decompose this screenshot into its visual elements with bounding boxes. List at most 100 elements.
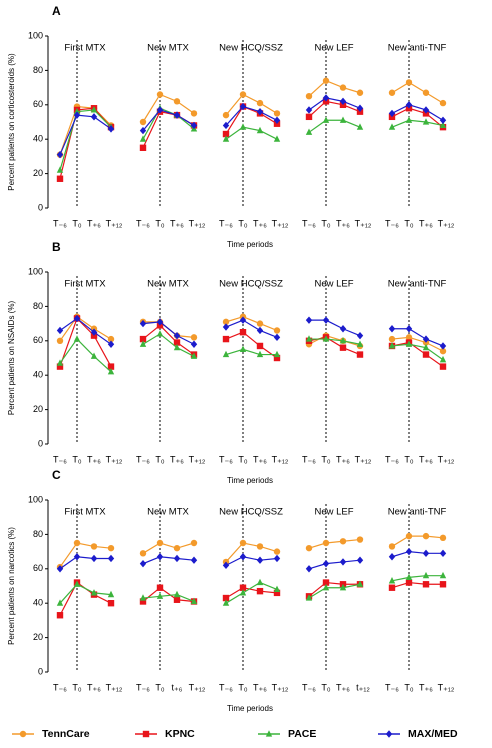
series-line (142, 593, 195, 603)
group-label: New HCQ/SSZ (219, 279, 283, 290)
marker (56, 150, 64, 159)
y-axis-label: Percent patients on narcotics (%) (7, 527, 16, 645)
series-line (59, 109, 112, 171)
marker (139, 594, 147, 601)
marker (256, 107, 264, 116)
x-tick-label: T₋₆ (136, 218, 150, 228)
series-line (308, 583, 361, 599)
group-label: New HCQ/SSZ (219, 507, 283, 518)
series-line (225, 316, 278, 332)
marker (107, 367, 115, 375)
marker (107, 600, 115, 607)
series-line (59, 583, 112, 604)
marker (439, 355, 447, 363)
marker (256, 587, 264, 595)
series-line (142, 321, 195, 345)
marker (239, 345, 247, 352)
x-tick-label: T₊₁₂ (106, 682, 123, 692)
marker (90, 543, 98, 550)
x-tick-label: T₀ (404, 218, 413, 228)
series-line (59, 114, 112, 155)
marker (90, 328, 98, 336)
marker (273, 585, 281, 593)
marker (305, 128, 313, 135)
marker (439, 534, 447, 542)
marker (156, 592, 164, 599)
marker (305, 544, 313, 552)
marker (305, 93, 313, 100)
marker (405, 547, 413, 556)
group-label: New HCQ/SSZ (219, 43, 283, 54)
x-tick-label: T₀ (238, 454, 247, 464)
panel-label: C (52, 468, 61, 482)
marker (90, 113, 98, 121)
y-tick-label: 0 (38, 202, 43, 212)
marker (388, 123, 396, 130)
legend-label: PACE (288, 728, 316, 740)
x-tick-label: T₀ (404, 682, 413, 692)
marker (356, 123, 364, 130)
marker (139, 559, 147, 568)
marker (256, 320, 264, 327)
marker (405, 116, 413, 123)
marker (56, 565, 64, 573)
marker (139, 340, 147, 347)
series-line (143, 321, 195, 338)
y-tick-label: 100 (28, 30, 43, 40)
marker (422, 581, 430, 588)
x-tick-label: T₋₆ (385, 218, 399, 228)
marker (388, 543, 396, 550)
series-line (225, 331, 278, 359)
series-line (391, 341, 444, 368)
group-label: New MTX (147, 279, 189, 290)
series-line (391, 107, 444, 128)
marker (422, 106, 430, 114)
marker (273, 354, 281, 362)
marker (339, 337, 347, 344)
marker (139, 335, 147, 343)
marker (73, 553, 81, 561)
y-tick-label: 80 (33, 301, 43, 311)
marker (439, 549, 447, 558)
group-label: New anti-TNF (388, 279, 447, 290)
group-label: New anti-TNF (388, 507, 447, 518)
group-label: First MTX (64, 507, 106, 518)
marker (273, 589, 281, 597)
marker (190, 539, 198, 547)
marker (142, 730, 150, 738)
x-tick-label: T₊₆ (336, 218, 350, 228)
marker (222, 318, 230, 326)
marker (305, 565, 313, 573)
x-tick-label: T₊₆ (253, 218, 267, 228)
series-line (225, 105, 278, 126)
y-tick-label: 60 (33, 99, 43, 109)
marker (388, 584, 396, 591)
x-tick-label: T₀ (321, 682, 330, 692)
series-line (225, 556, 278, 566)
x-tick-label: T₀ (72, 218, 81, 228)
x-tick-label: T₀ (155, 682, 164, 692)
marker (356, 536, 364, 543)
marker (322, 559, 330, 568)
marker (90, 554, 98, 563)
marker (273, 116, 281, 124)
x-tick-label: T₊₆ (419, 682, 433, 692)
marker (322, 579, 330, 586)
marker (90, 352, 98, 359)
marker (422, 549, 430, 558)
x-tick-label: T₊₆ (336, 682, 350, 692)
marker (439, 581, 447, 588)
marker (273, 548, 281, 555)
marker (139, 144, 147, 151)
series-line (59, 542, 112, 568)
group-label: New LEF (314, 279, 353, 290)
series-line (142, 556, 195, 565)
x-axis-label: Time periods (227, 704, 273, 713)
marker (339, 116, 347, 123)
marker (73, 314, 81, 323)
series-line (309, 338, 361, 345)
x-tick-label: T₋₆ (219, 218, 233, 228)
marker (339, 583, 347, 591)
marker (439, 342, 447, 350)
marker (139, 118, 147, 126)
